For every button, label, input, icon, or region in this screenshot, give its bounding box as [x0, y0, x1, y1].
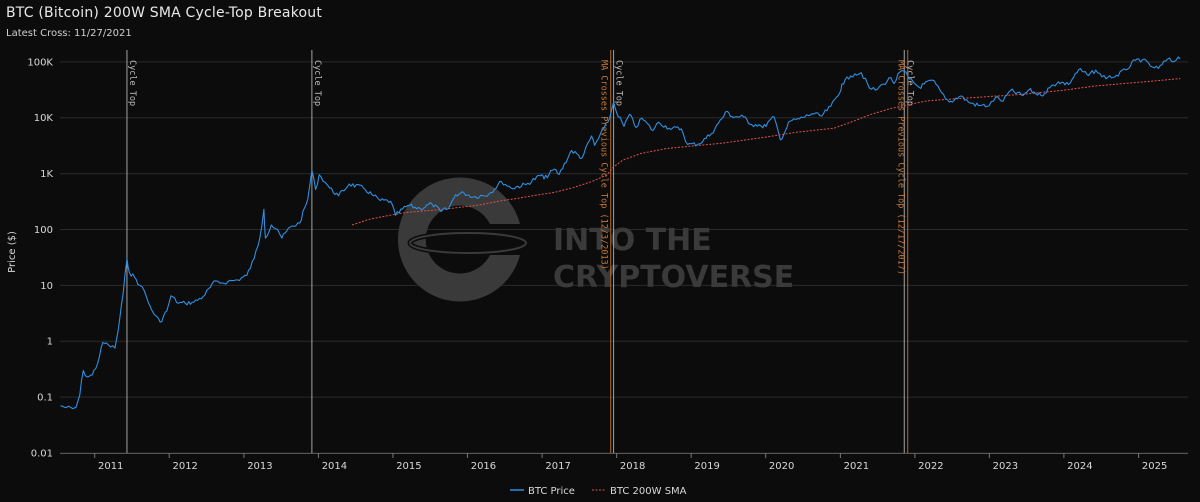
x-tick-label: 2011 — [98, 461, 123, 472]
watermark-line-2: CRYPTOVERSE — [553, 260, 794, 295]
x-tick-label: 2019 — [694, 461, 719, 472]
x-tick-label: 2023 — [993, 461, 1018, 472]
y-tick-label: 100K — [27, 57, 53, 68]
cycle-top-label: Cycle Top — [614, 60, 624, 106]
cycle-top-label: Cycle Top — [127, 60, 137, 106]
y-tick-label: 1K — [40, 169, 53, 180]
x-tick-label: 2024 — [1067, 461, 1092, 472]
x-tick-label: 2014 — [322, 461, 347, 472]
price-series — [60, 56, 1181, 410]
cycle-top-label: Cycle Top — [904, 60, 914, 106]
x-tick-label: 2013 — [247, 461, 272, 472]
y-tick-label: 100 — [34, 225, 53, 236]
chart-title: BTC (Bitcoin) 200W SMA Cycle-Top Breakou… — [6, 5, 323, 21]
watermark: INTO THE CRYPTOVERSE — [397, 177, 794, 302]
legend: BTC Price BTC 200W SMA — [510, 486, 687, 497]
y-tick-label: 1 — [47, 337, 53, 348]
x-tick-label: 2018 — [620, 461, 645, 472]
axes: 0.01 0.1 1 10 100 1K 10K 100K 2011 2012 2013 2014 20… — [27, 57, 1188, 472]
btc-price-line — [60, 56, 1181, 410]
x-tick-label: 2015 — [396, 461, 421, 472]
x-tick-label: 2016 — [471, 461, 496, 472]
x-tick-label: 2021 — [844, 461, 869, 472]
x-tick-label: 2025 — [1142, 461, 1167, 472]
y-axis-label: Price ($) — [7, 231, 18, 273]
cryptoverse-logo-icon — [397, 177, 529, 302]
x-tick-label: 2020 — [769, 461, 794, 472]
cycle-top-label: Cycle Top — [312, 60, 322, 106]
y-tick-label: 0.1 — [37, 393, 53, 404]
ma-cross-label: MA Crosses Previous Cycle Top (12/3/2013… — [599, 60, 609, 270]
legend-label-price: BTC Price — [528, 486, 575, 497]
watermark-line-1: INTO THE — [553, 223, 712, 258]
y-tick-label: 10K — [34, 113, 54, 124]
x-tick-label: 2022 — [918, 461, 943, 472]
ma-cross-label: MA Crosses Previous Cycle Top (12/17/201… — [896, 60, 906, 275]
chart-subtitle: Latest Cross: 11/27/2021 — [6, 28, 132, 39]
y-tick-label: 0.01 — [31, 449, 53, 460]
y-tick-label: 10 — [40, 281, 53, 292]
x-tick-label: 2012 — [172, 461, 197, 472]
legend-label-sma: BTC 200W SMA — [610, 486, 687, 497]
x-tick-label: 2017 — [545, 461, 570, 472]
